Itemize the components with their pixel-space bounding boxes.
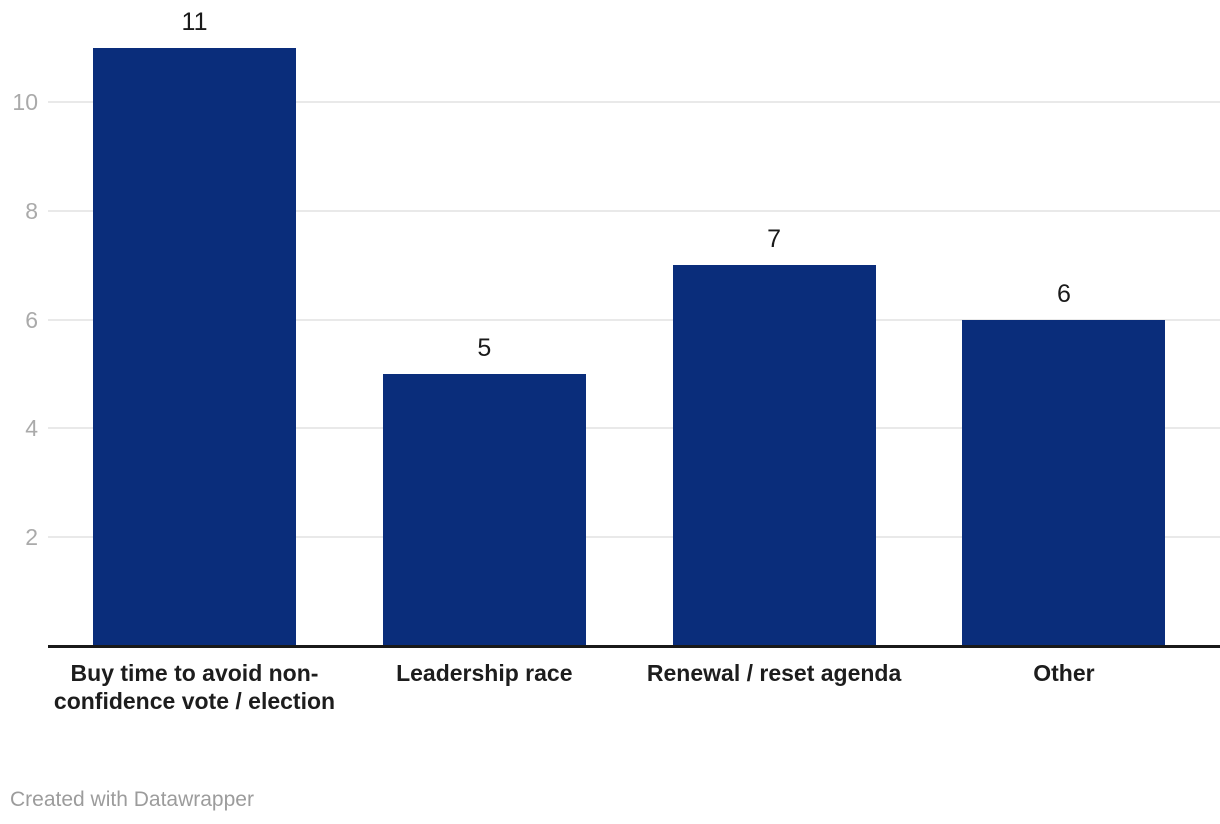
gridline — [48, 209, 1220, 212]
bar — [672, 265, 876, 646]
x-axis-category-label: Renewal / reset agenda — [646, 660, 902, 686]
x-axis-line — [48, 645, 1220, 648]
y-axis-tick-label: 8 — [25, 197, 38, 224]
bar — [93, 47, 296, 646]
y-axis-tick-label: 2 — [25, 524, 38, 551]
y-axis-tick-label: 10 — [12, 89, 38, 115]
datawrapper-credit-link[interactable]: Created with Datawrapper — [10, 788, 254, 811]
x-axis-category-label: Leadership race — [396, 660, 573, 686]
bar — [962, 319, 1166, 646]
gridline — [48, 536, 1220, 539]
x-axis-category-label: Other — [1033, 660, 1095, 686]
gridline — [48, 427, 1220, 430]
gridline — [48, 101, 1220, 103]
gridline — [48, 318, 1220, 321]
bar-value-label: 6 — [1056, 279, 1071, 308]
bar — [382, 374, 586, 646]
bar-value-label: 5 — [477, 334, 492, 362]
y-axis-tick-label: 4 — [25, 415, 38, 442]
bar-value-label: 11 — [181, 7, 208, 36]
y-axis-tick-label: 6 — [25, 306, 38, 333]
bar-value-label: 7 — [767, 225, 782, 254]
x-axis-category-label: Buy time to avoid non-confidence vote / … — [53, 660, 336, 714]
